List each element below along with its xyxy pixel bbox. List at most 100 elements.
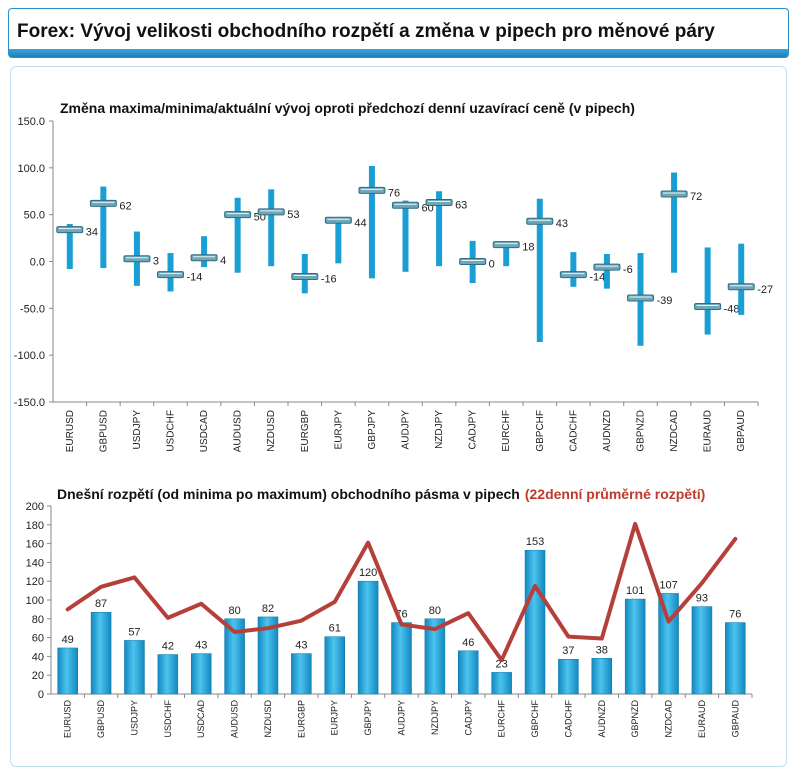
x-category-label: AUDJPY <box>397 700 407 736</box>
range-bar <box>100 186 107 269</box>
average-range-line <box>65 521 738 663</box>
range-bar <box>725 622 746 695</box>
range-bar <box>124 640 145 695</box>
range-bar <box>691 606 713 695</box>
data-label: 57 <box>128 626 140 638</box>
x-category-label: USDCAD <box>196 700 206 739</box>
data-label: -14 <box>589 272 605 284</box>
x-category-label: EURCHF <box>497 699 507 737</box>
x-category-label: CADJPY <box>468 410 479 450</box>
data-label: -39 <box>657 295 673 307</box>
y-tick-label: 50.0 <box>24 210 45 222</box>
x-category-label: GBPJPY <box>363 700 373 736</box>
data-label: 49 <box>62 634 74 646</box>
x-category-label: AUDUSD <box>230 700 240 739</box>
x-category-label: EURGBP <box>296 700 306 738</box>
page-title: Forex: Vývoj velikosti obchodního rozpět… <box>17 21 715 42</box>
data-label: -16 <box>321 273 337 285</box>
x-category-label: GBPCHF <box>530 700 540 738</box>
data-label: 72 <box>690 191 702 203</box>
range-bar <box>624 598 646 695</box>
range-bar <box>603 254 610 289</box>
data-label: 0 <box>489 259 495 271</box>
range-bar <box>291 653 312 695</box>
y-tick-label: 200 <box>26 501 44 513</box>
data-label: 3 <box>153 256 159 268</box>
x-category-label: EURJPY <box>333 410 344 450</box>
range-bar <box>558 658 579 695</box>
chart-title-highlight: (22denní průměrné rozpětí) <box>525 486 705 502</box>
x-category-label: EURAUD <box>697 700 707 739</box>
y-tick-label: 0.0 <box>30 257 45 269</box>
x-category-label: GBPJPY <box>367 410 378 450</box>
data-label: 153 <box>526 536 544 548</box>
range-bar <box>268 189 275 267</box>
data-label: 43 <box>556 218 568 230</box>
data-label: 101 <box>626 585 644 597</box>
data-label: -6 <box>623 264 633 276</box>
x-category-label: EURGBP <box>300 410 311 453</box>
x-category-label: AUDUSD <box>233 410 244 452</box>
chart-title: Změna maxima/minima/aktuální vývoj oprot… <box>60 100 635 116</box>
x-category-label: AUDNZD <box>602 410 613 452</box>
data-label: 34 <box>86 227 98 239</box>
data-label: 80 <box>429 605 441 617</box>
y-tick-label: 140 <box>26 557 44 569</box>
data-label: -27 <box>757 284 773 296</box>
data-label: 120 <box>359 567 377 579</box>
range-bar <box>224 618 245 695</box>
x-category-label: USDCHF <box>166 410 177 452</box>
x-category-label: NZDCAD <box>664 700 674 738</box>
y-tick-label: 60 <box>32 633 44 645</box>
x-category-label: NZDJPY <box>434 410 445 449</box>
range-bar <box>368 165 375 279</box>
data-label: 4 <box>220 255 226 267</box>
y-tick-label: 160 <box>26 539 44 551</box>
range-bar <box>66 224 73 269</box>
x-category-label: EURCHF <box>501 410 512 452</box>
x-category-label: EURUSD <box>63 700 73 739</box>
x-category-label: NZDJPY <box>430 700 440 735</box>
x-category-label: EURJPY <box>330 700 340 736</box>
header-box: Forex: Vývoj velikosti obchodního rozpět… <box>8 8 789 58</box>
range-bar <box>90 611 112 695</box>
data-label: 82 <box>262 603 274 615</box>
range-bar <box>458 650 479 695</box>
range-bar <box>704 247 711 335</box>
range-bar <box>157 654 179 695</box>
x-category-label: GBPNZD <box>636 410 647 452</box>
range-bar <box>357 580 379 695</box>
x-category-label: CADCHF <box>568 410 579 452</box>
range-bar <box>201 236 208 268</box>
y-tick-label: 80 <box>32 614 44 626</box>
data-label: 38 <box>596 644 608 656</box>
data-label: -48 <box>724 303 740 315</box>
y-tick-label: 100 <box>26 595 44 607</box>
x-category-label: GBPNZD <box>630 700 640 738</box>
data-label: 62 <box>119 200 131 212</box>
y-tick-label: 20 <box>32 670 44 682</box>
data-label: 53 <box>287 209 299 221</box>
data-label: 63 <box>455 199 467 211</box>
range-bar <box>738 243 745 315</box>
range-bar <box>570 252 577 287</box>
range-bar <box>190 653 212 695</box>
data-label: 93 <box>696 593 708 605</box>
range-bar <box>658 593 679 695</box>
data-label: 107 <box>659 579 677 591</box>
range-bar <box>436 191 443 267</box>
x-category-label: CADCHF <box>563 699 573 737</box>
x-category-label: GBPUSD <box>98 410 109 452</box>
range-bar <box>424 618 446 695</box>
x-category-label: GBPUSD <box>96 700 106 739</box>
chart-title-main: Dnešní rozpětí (od minima po maximum) ob… <box>57 486 520 502</box>
x-category-label: EURUSD <box>65 410 76 452</box>
range-bar <box>57 647 78 695</box>
x-category-label: NZDUSD <box>263 700 273 738</box>
data-label: 87 <box>95 598 107 610</box>
data-label: 18 <box>522 242 534 254</box>
x-category-label: GBPAUD <box>736 410 747 452</box>
data-label: 76 <box>388 187 400 199</box>
range-bar <box>234 197 241 273</box>
